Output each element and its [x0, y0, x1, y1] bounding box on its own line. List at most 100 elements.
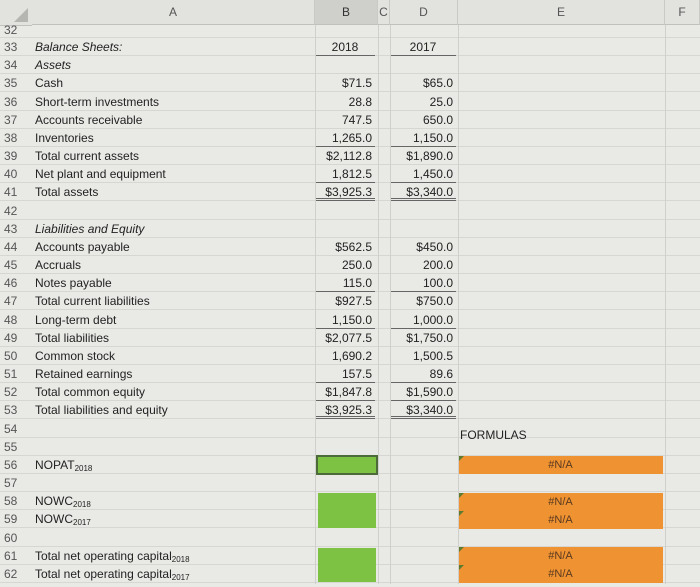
cell-2017[interactable]: [390, 529, 456, 547]
cell-label[interactable]: Retained earnings: [34, 365, 314, 383]
cell-2018[interactable]: [315, 56, 375, 74]
row-number[interactable]: 53: [4, 403, 18, 418]
row-number[interactable]: 60: [4, 530, 18, 545]
cell-label[interactable]: Notes payable: [34, 274, 314, 292]
cell-label[interactable]: Short-term investments: [34, 93, 314, 111]
input-cell-green[interactable]: [318, 493, 376, 528]
cell-label[interactable]: Accounts payable: [34, 238, 314, 256]
cell-label[interactable]: Total common equity: [34, 383, 314, 401]
row-number[interactable]: 43: [4, 221, 18, 236]
cell-2018[interactable]: 1,265.0: [315, 129, 375, 147]
row-number[interactable]: 56: [4, 457, 18, 472]
cell-2017[interactable]: [390, 492, 456, 510]
cell-2017[interactable]: $750.0: [416, 294, 453, 309]
row-number[interactable]: 40: [4, 167, 18, 182]
row-number[interactable]: 46: [4, 276, 18, 291]
cell-2018[interactable]: 1,812.5: [315, 165, 375, 184]
cell-2018[interactable]: 250.0: [341, 258, 372, 273]
cell-2017[interactable]: 650.0: [422, 112, 453, 127]
formula-cell-na[interactable]: #N/A: [458, 492, 663, 511]
cell-label[interactable]: [34, 474, 314, 492]
row-number[interactable]: 61: [4, 548, 18, 563]
cell-2017[interactable]: [390, 220, 456, 238]
formula-cell-na[interactable]: #N/A: [458, 510, 663, 529]
row-number[interactable]: 37: [4, 112, 18, 127]
cell-2017[interactable]: [390, 474, 456, 492]
cell-2018[interactable]: [315, 529, 375, 547]
formula-cell-na[interactable]: #N/A: [458, 547, 663, 565]
cell-2017[interactable]: 1,000.0: [390, 311, 456, 329]
cell-2017[interactable]: 1,150.0: [390, 129, 456, 147]
row-number[interactable]: 36: [4, 94, 18, 109]
row-number[interactable]: 35: [4, 76, 18, 91]
cell-label[interactable]: NOPAT2018: [34, 456, 314, 474]
cell-2017[interactable]: 2017: [390, 38, 456, 56]
cell-label[interactable]: Inventories: [34, 129, 314, 147]
column-header-f[interactable]: F: [665, 0, 700, 25]
cell-2017[interactable]: $3,340.0: [390, 183, 456, 202]
input-cell-green[interactable]: [318, 547, 376, 583]
cell-2017[interactable]: $1,750.0: [406, 330, 453, 345]
cell-label[interactable]: NOWC2018: [34, 492, 314, 510]
cell-2017[interactable]: [390, 438, 456, 456]
cell-2017[interactable]: [390, 565, 456, 583]
cell-2018[interactable]: [315, 202, 375, 220]
cell-2017[interactable]: 25.0: [429, 94, 453, 109]
cell-2018[interactable]: [315, 474, 375, 492]
cell-2017[interactable]: $1,890.0: [406, 149, 453, 164]
cell-2018[interactable]: [315, 420, 375, 438]
row-number[interactable]: 33: [4, 40, 18, 54]
cell-label[interactable]: Total net operating capital2018: [34, 547, 314, 565]
cell-2017[interactable]: $3,340.0: [390, 401, 456, 420]
row-number[interactable]: 54: [4, 421, 18, 436]
cell-label[interactable]: Total current liabilities: [34, 292, 314, 310]
cell-2017[interactable]: [390, 420, 456, 438]
cell-2017[interactable]: 1,450.0: [390, 165, 456, 184]
row-number[interactable]: 52: [4, 385, 18, 400]
cell-label[interactable]: Balance Sheets:: [34, 38, 314, 56]
cell-2018[interactable]: 115.0: [315, 274, 375, 293]
cell-label[interactable]: Total assets: [34, 183, 314, 201]
row-number[interactable]: 38: [4, 130, 18, 145]
row-number[interactable]: 42: [4, 203, 18, 218]
cell-label[interactable]: Total current assets: [34, 147, 314, 165]
cell-2017[interactable]: 100.0: [390, 274, 456, 293]
cell-label[interactable]: Assets: [34, 56, 314, 74]
column-header-c[interactable]: C: [378, 0, 390, 25]
row-number[interactable]: 47: [4, 294, 18, 309]
cell-label[interactable]: Liabilities and Equity: [34, 220, 314, 238]
column-header-d[interactable]: D: [390, 0, 458, 25]
cell-label[interactable]: Accruals: [34, 256, 314, 274]
cell-2017[interactable]: [390, 202, 456, 220]
cell-2017[interactable]: [390, 547, 456, 565]
cell-label[interactable]: Total net operating capital2017: [34, 565, 314, 583]
cell-2018[interactable]: 2018: [315, 38, 375, 56]
cell-label[interactable]: Total liabilities and equity: [34, 401, 314, 419]
row-number[interactable]: 45: [4, 258, 18, 273]
cell-2018[interactable]: $71.5: [341, 76, 372, 91]
cell-label[interactable]: Accounts receivable: [34, 111, 314, 129]
cell-2017[interactable]: [390, 56, 456, 74]
cell-label[interactable]: Cash: [34, 74, 314, 92]
cell-2018[interactable]: $2,077.5: [325, 330, 372, 345]
cell-2018[interactable]: [315, 220, 375, 238]
select-all-corner[interactable]: [0, 0, 32, 26]
cell-2018[interactable]: $562.5: [335, 239, 372, 254]
cell-2017[interactable]: $1,590.0: [390, 383, 456, 402]
cell-label[interactable]: Common stock: [34, 347, 314, 365]
row-number[interactable]: 44: [4, 239, 18, 254]
column-header-b[interactable]: B: [315, 0, 378, 25]
row-number[interactable]: 59: [4, 512, 18, 527]
cell-2018[interactable]: 747.5: [341, 112, 372, 127]
formula-cell-na[interactable]: #N/A: [458, 456, 663, 474]
row-number[interactable]: 39: [4, 149, 18, 164]
cell-label[interactable]: Long-term debt: [34, 311, 314, 329]
row-number[interactable]: 49: [4, 330, 18, 345]
cell-2018[interactable]: 157.5: [315, 365, 375, 384]
cell-label[interactable]: Net plant and equipment: [34, 165, 314, 183]
column-header-e[interactable]: E: [458, 0, 665, 25]
row-number[interactable]: 55: [4, 439, 18, 454]
cell-2018[interactable]: $1,847.8: [315, 383, 375, 402]
cell-label[interactable]: [34, 438, 314, 456]
cell-label[interactable]: NOWC2017: [34, 510, 314, 528]
